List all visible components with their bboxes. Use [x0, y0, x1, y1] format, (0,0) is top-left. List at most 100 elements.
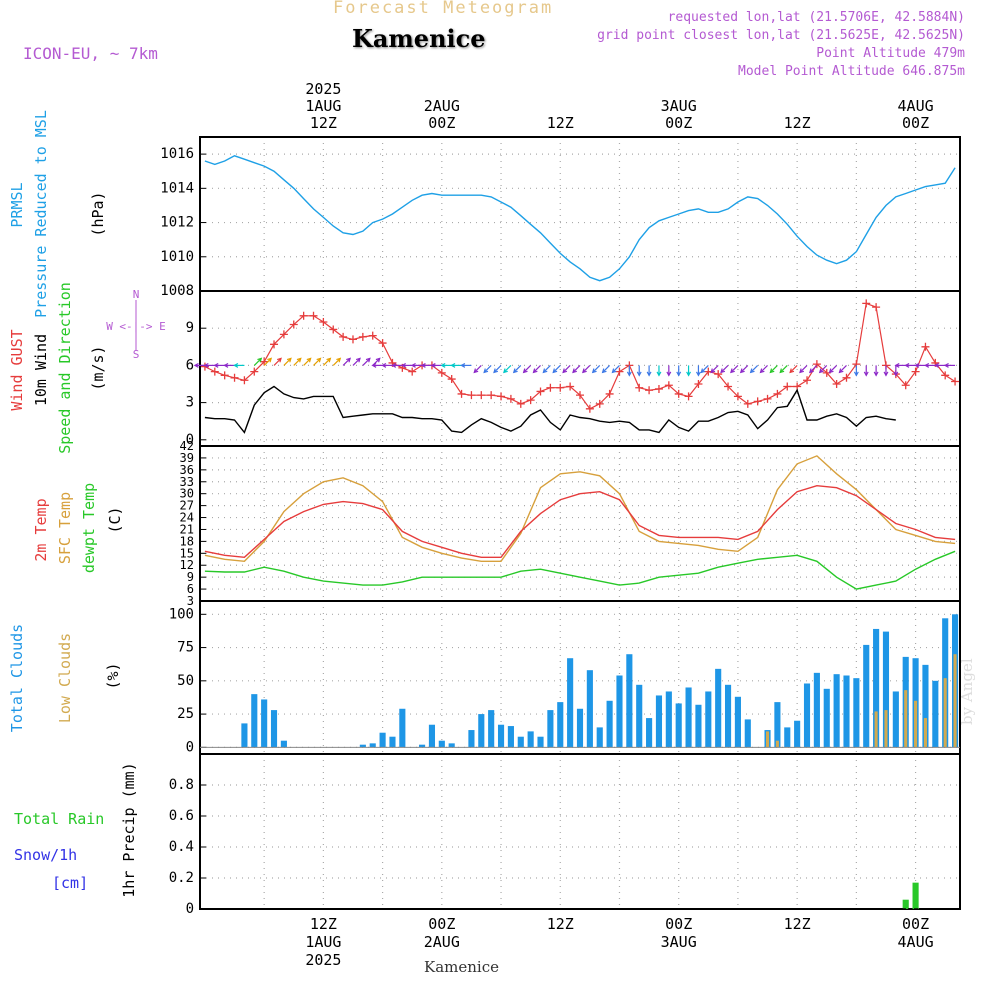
wind-arrow	[332, 357, 341, 366]
wind-arrow-head	[346, 357, 352, 363]
wind-arrow	[552, 364, 561, 373]
total-cloud-bar	[428, 724, 436, 748]
wind-arrow	[293, 357, 302, 366]
total-cloud-bar	[438, 740, 445, 748]
wind-arrow	[730, 364, 739, 373]
gust-marker	[348, 335, 357, 344]
wind-arrow-head	[863, 371, 869, 377]
total-cloud-bar	[488, 710, 495, 748]
gust-marker	[299, 311, 308, 320]
wind-arrow	[779, 364, 788, 373]
wind-arrow-head	[666, 371, 672, 377]
time-label-bottom: 12Z	[784, 915, 811, 933]
total-cloud-bar	[468, 730, 475, 748]
gust-marker	[635, 383, 644, 392]
time-label-top: 1AUG	[305, 97, 341, 115]
total-cloud-bar	[882, 631, 890, 748]
y-tick-label: 0.8	[169, 777, 194, 793]
wind-arrow-head	[203, 362, 209, 368]
gust-marker	[674, 389, 683, 398]
total-cloud-bar	[606, 700, 613, 748]
gust-marker	[279, 330, 288, 339]
total-cloud-bar	[419, 744, 426, 748]
gust-marker	[714, 370, 723, 379]
gust-marker	[694, 380, 703, 388]
total-cloud-bar	[794, 720, 801, 748]
wind-arrow-head	[522, 368, 528, 374]
wind-arrow	[322, 357, 331, 366]
gridpoint-coords: grid point closest lon,lat (21.5625E, 42…	[597, 28, 965, 43]
wind-arrow-head	[759, 368, 765, 374]
gust-marker	[506, 394, 515, 403]
wind-arrow-head	[914, 362, 920, 368]
gust-marker	[437, 368, 446, 377]
gust-marker	[921, 342, 930, 351]
gust-marker	[733, 392, 742, 401]
gust-marker	[497, 392, 506, 401]
wind-arrow-head	[779, 368, 785, 374]
gust-marker	[743, 399, 752, 408]
wind-arrow	[533, 364, 541, 373]
y-tick-label: 9	[186, 320, 194, 336]
total-cloud-bar	[448, 743, 455, 748]
wind-arrow-head	[611, 368, 617, 374]
wind-arrow	[362, 357, 371, 366]
wind-arrow-head	[223, 362, 229, 368]
gust-marker	[901, 381, 910, 390]
time-label-bottom: 4AUG	[898, 933, 934, 951]
y-tick-label: 0.6	[169, 808, 194, 824]
gust-marker	[250, 367, 259, 376]
wind-arrow	[562, 364, 571, 373]
y-tick-label: 0	[186, 901, 194, 917]
gust-marker	[210, 367, 219, 376]
total-cloud-bar	[270, 710, 278, 748]
total-cloud-bar	[724, 684, 732, 748]
product-title: Forecast Meteogram	[333, 0, 554, 18]
wind-arrow-head	[365, 357, 371, 363]
total-cloud-bar	[261, 699, 268, 748]
wind-arrow-head	[316, 357, 322, 363]
total-cloud-bar	[557, 702, 564, 748]
total-cloud-bar	[744, 719, 751, 748]
low-cloud-bar	[884, 710, 888, 748]
y-tick-label: 18	[180, 534, 194, 548]
wind-arrow-head	[336, 357, 342, 363]
wind-arrow-head	[532, 368, 538, 374]
gust-marker	[645, 386, 654, 395]
time-label-top: 00Z	[665, 114, 692, 132]
total-cloud-bar	[695, 704, 702, 748]
wind-arrow-head	[267, 357, 273, 363]
wind-arrow	[483, 364, 492, 373]
wind-arrow-head	[799, 368, 805, 374]
gust-marker	[240, 376, 249, 385]
gust-marker	[556, 383, 565, 392]
total-cloud-bar	[715, 668, 722, 748]
total-cloud-bar	[705, 691, 712, 748]
total-cloud-bar	[517, 736, 524, 748]
gust-marker	[566, 382, 575, 391]
wind-arrow-head	[430, 362, 436, 368]
total-cloud-bar	[369, 743, 376, 748]
total-cloud-bar	[833, 674, 840, 748]
low-cloud-bar	[943, 678, 947, 748]
wind-arrow-head	[883, 371, 889, 377]
y-tick-label: 3	[187, 594, 194, 608]
rain-bar	[912, 882, 919, 909]
wind-arrow-head	[512, 368, 518, 374]
y-tick-label: 39	[180, 451, 194, 465]
y-tick-label: 75	[177, 640, 194, 656]
label-hpa: (hPa)	[89, 191, 107, 236]
y-tick-label: 100	[169, 606, 194, 622]
label-2m-temp: 2m Temp	[32, 498, 50, 561]
total-cloud-bar	[932, 680, 939, 748]
gust-marker	[773, 389, 782, 398]
wind-arrow-head	[933, 362, 939, 368]
total-cloud-bar	[784, 727, 791, 748]
gust-marker	[289, 320, 298, 329]
time-label-top: 12Z	[310, 114, 337, 132]
wind-arrow-head	[542, 368, 548, 374]
gust-marker	[536, 387, 545, 396]
y-tick-label: 1012	[160, 215, 194, 231]
wind-arrow	[582, 364, 591, 373]
